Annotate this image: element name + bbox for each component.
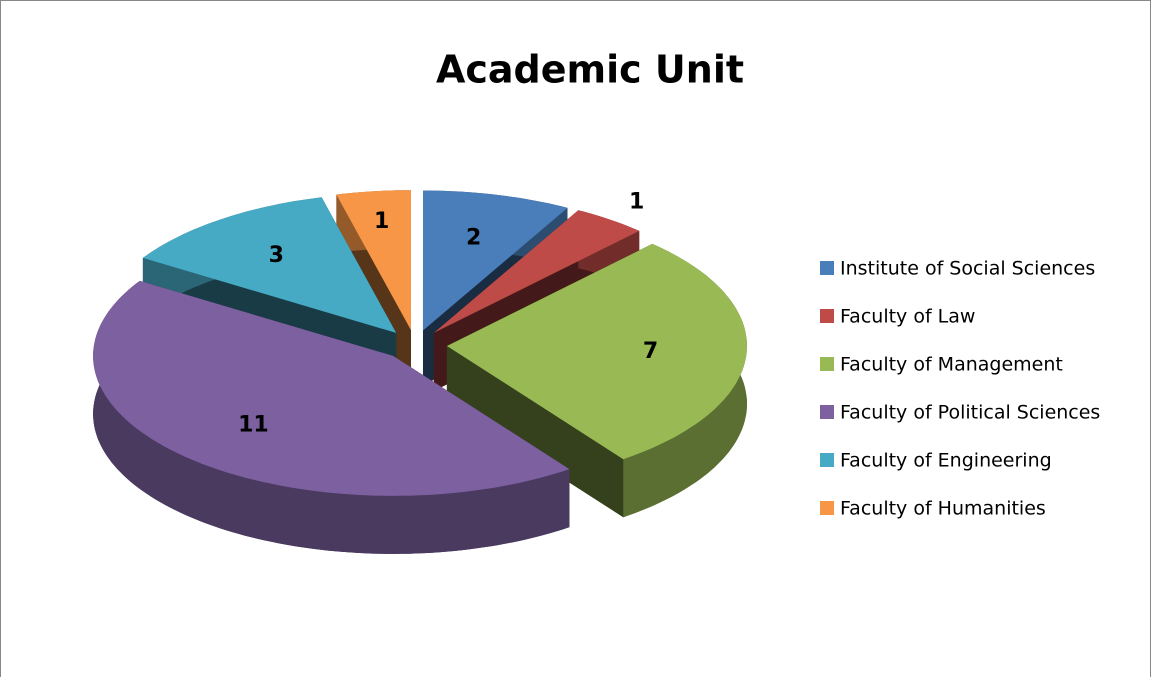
legend-swatch — [820, 261, 834, 275]
legend-label: Faculty of Law — [840, 306, 975, 328]
data-label: 1 — [374, 209, 389, 234]
slice-top — [433, 210, 640, 333]
slice-top — [422, 190, 568, 331]
legend-label: Faculty of Management — [840, 354, 1063, 376]
data-label: 11 — [238, 412, 269, 437]
slice — [93, 280, 570, 554]
data-label: 7 — [643, 339, 658, 364]
data-label: 3 — [269, 243, 284, 268]
legend-label: Faculty of Humanities — [840, 498, 1046, 520]
legend-swatch — [820, 405, 834, 419]
legend-swatch — [820, 309, 834, 323]
legend-label: Institute of Social Sciences — [840, 258, 1095, 280]
legend-swatch — [820, 453, 834, 467]
slice-top — [336, 190, 411, 331]
legend-label: Faculty of Political Sciences — [840, 402, 1100, 424]
slice-edge — [93, 280, 570, 554]
legend-swatch — [820, 501, 834, 515]
legend-label: Faculty of Engineering — [840, 450, 1052, 472]
chart-title: Academic Unit — [436, 48, 744, 92]
slice-top — [93, 280, 570, 496]
legend-swatch — [820, 357, 834, 371]
slice — [446, 243, 747, 518]
data-label: 2 — [466, 225, 481, 250]
slice-top — [446, 243, 747, 460]
slice-side — [446, 345, 624, 518]
slice-top — [142, 197, 397, 333]
data-label: 1 — [629, 190, 644, 215]
